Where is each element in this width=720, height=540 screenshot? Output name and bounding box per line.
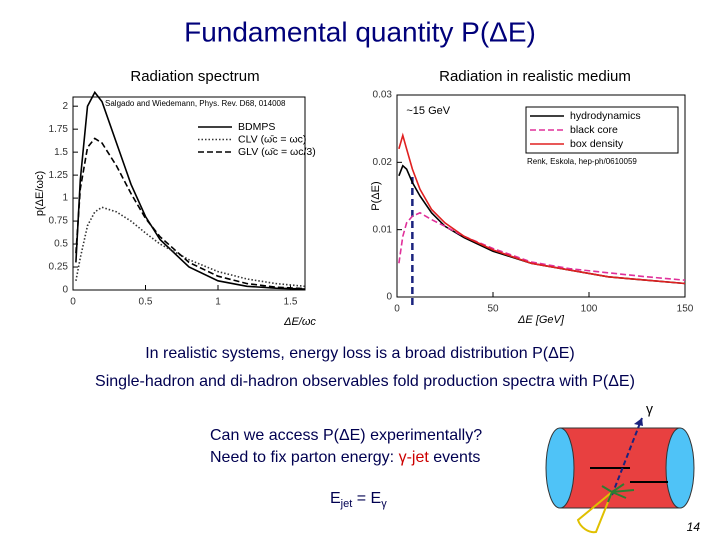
legend-label: GLV (ω̄c = ωc/3) (238, 146, 316, 158)
arrowhead (634, 418, 643, 426)
legend-label: hydrodynamics (570, 110, 641, 122)
x-axis-label: ΔE [GeV] (517, 314, 565, 326)
gamma-label: γ (646, 401, 653, 417)
y-tick-label: 2 (62, 101, 68, 112)
need-plain: Need to fix parton energy: (210, 449, 399, 466)
y-tick-label: 0.75 (49, 216, 69, 227)
plot-frame (396, 94, 686, 298)
ejet: Ejet = Eγ (330, 490, 387, 510)
y-tick-label: 1 (62, 193, 68, 204)
slide-title: Fundamental quantity P(ΔE) (184, 16, 536, 47)
x-tick-label: 1 (215, 297, 221, 308)
series-line (398, 132, 686, 285)
question: Can we access P(ΔE) experimentally? (210, 427, 482, 444)
x-tick-label: 50 (487, 304, 499, 315)
body-line: In realistic systems, energy loss is a b… (145, 345, 575, 362)
y-tick-label: 1.5 (54, 147, 68, 158)
legend-label: black core (570, 124, 618, 136)
y-tick-label: 0.5 (54, 239, 68, 250)
ejet-sub: γ (381, 498, 387, 510)
page-number: 14 (687, 520, 701, 534)
y-tick-label: 0.01 (373, 224, 393, 235)
x-tick-label: 150 (677, 304, 694, 315)
x-tick-label: 0 (70, 297, 76, 308)
marker-label: ~15 GeV (406, 105, 450, 117)
body-line: Single-hadron and di-hadron observables … (95, 373, 635, 390)
x-tick-label: 100 (581, 304, 598, 315)
plot-frame (72, 96, 306, 291)
y-tick-label: 0 (62, 285, 68, 296)
x-tick-label: 1.5 (284, 297, 298, 308)
y-axis-label: P(ΔE) (370, 181, 382, 210)
source-note: Salgado and Wiedemann, Phys. Rev. D68, 0… (105, 99, 286, 108)
jet-cone (576, 491, 613, 534)
series-line (75, 90, 306, 290)
ejet-eq: = E (352, 490, 381, 507)
y-tick-label: 0.25 (49, 262, 69, 273)
legend-label: box density (570, 138, 624, 150)
y-tick-label: 0 (386, 292, 392, 303)
legend-label: BDMPS (238, 121, 275, 133)
ejet-sub: jet (340, 498, 353, 510)
need-red: γ-jet (399, 449, 430, 466)
x-tick-label: 0.5 (139, 297, 153, 308)
y-tick-label: 1.75 (49, 124, 69, 135)
cylinder-end (665, 427, 695, 509)
need-end: events (429, 449, 481, 466)
photon-arrow (611, 417, 643, 496)
need-line: Need to fix parton energy: γ-jet events (210, 449, 480, 466)
series-line (75, 206, 306, 288)
y-tick-label: 1.25 (49, 170, 69, 181)
source-note: Renk, Eskola, hep-ph/0610059 (527, 157, 637, 166)
x-axis-label: ΔE/ωc (283, 316, 316, 328)
series-line (75, 137, 306, 290)
y-axis-label: p(ΔE/ωc) (34, 171, 46, 216)
legend-label: CLV (ω̄c = ωc) (238, 133, 306, 145)
chart-title: Radiation in realistic medium (439, 68, 631, 85)
gamma-jet-diagram: γ (545, 401, 695, 534)
x-tick-label: 0 (394, 304, 400, 315)
y-tick-label: 0.02 (373, 157, 393, 168)
y-tick-label: 0.03 (373, 90, 393, 101)
jet-tracks (601, 483, 635, 503)
cylinder-end (545, 427, 575, 509)
chart-title: Radiation spectrum (130, 68, 259, 85)
ejet-e: E (330, 490, 341, 507)
